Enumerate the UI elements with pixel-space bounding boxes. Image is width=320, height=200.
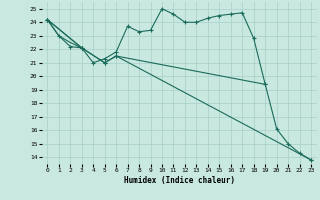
X-axis label: Humidex (Indice chaleur): Humidex (Indice chaleur)	[124, 176, 235, 185]
